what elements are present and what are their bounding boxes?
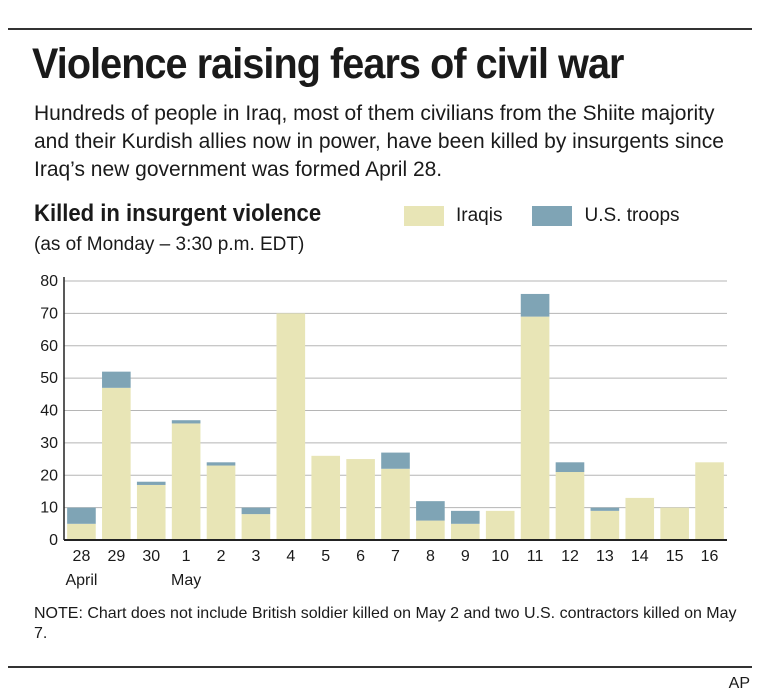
chart-subtitle: (as of Monday – 3:30 p.m. EDT) [34,234,305,255]
bar-us-troops [555,462,585,473]
x-tick-label: 7 [391,548,400,565]
legend-swatch-iraqis [404,206,444,226]
y-tick-label: 0 [49,532,58,549]
x-tick-label: 4 [286,548,295,565]
bar-iraqis [485,510,515,540]
source-credit: AP [728,675,750,692]
x-tick-label: 2 [217,548,226,565]
x-month-label: May [171,572,201,589]
bar-iraqis [590,510,620,540]
bar-us-troops [67,507,96,524]
headline: Violence raising fears of civil war [32,40,624,88]
y-tick-label: 50 [40,370,58,387]
bar-us-troops [136,481,166,485]
y-tick-label: 70 [40,305,58,322]
x-tick-label: 13 [596,548,614,565]
legend-item-iraqis: Iraqis [404,205,502,227]
chart-title: Killed in insurgent violence [34,200,322,227]
bar-iraqis [625,497,655,540]
bar-iraqis [416,520,445,540]
bar-us-troops [206,462,236,466]
x-tick-label: 10 [491,548,509,565]
x-tick-label: 6 [356,548,365,565]
chart-note: NOTE: Chart does not include British sol… [34,605,737,642]
x-tick-label: 15 [666,548,684,565]
bar-iraqis [171,423,201,540]
y-tick-label: 20 [40,467,58,484]
bar-us-troops [102,371,131,388]
x-tick-label: 9 [461,548,470,565]
bar-us-troops [520,293,550,317]
subheadline: Hundreds of people in Iraq, most of them… [34,102,724,181]
x-tick-label: 14 [631,548,649,565]
bar-iraqis [67,523,96,540]
chart-legend: Iraqis U.S. troops [404,205,710,227]
x-tick-label: 8 [426,548,435,565]
bar-iraqis [346,459,375,540]
bar-iraqis [311,455,341,540]
y-tick-label: 60 [40,338,58,355]
bar-iraqis [241,514,271,540]
bar-iraqis [660,507,689,540]
x-tick-label: 11 [527,548,544,565]
x-tick-label: 30 [142,548,160,565]
y-tick-label: 10 [40,500,58,517]
top-rule [8,28,752,30]
bar-us-troops [416,501,445,521]
x-tick-label: 12 [561,548,579,565]
x-tick-label: 5 [321,548,330,565]
bar-us-troops [450,510,480,524]
legend-item-us-troops: U.S. troops [532,205,680,227]
bar-us-troops [381,452,410,469]
bar-us-troops [241,507,271,515]
bar-iraqis [136,484,166,540]
x-tick-label: 29 [107,548,125,565]
x-tick-label: 28 [73,548,91,565]
x-tick-label: 16 [701,548,719,565]
x-tick-label: 1 [182,548,191,565]
bar-us-troops [590,507,620,511]
bar-iraqis [381,468,410,540]
legend-label-iraqis: Iraqis [456,205,503,226]
y-tick-label: 30 [40,435,58,452]
x-tick-label: 3 [251,548,260,565]
bar-iraqis [206,465,236,540]
bar-iraqis [555,472,585,540]
legend-swatch-us-troops [532,206,573,226]
x-month-label: April [65,572,97,589]
bar-iraqis [450,523,480,540]
legend-label-us-troops: U.S. troops [584,205,680,226]
bar-iraqis [276,313,306,540]
bar-iraqis [695,462,724,540]
y-tick-label: 40 [40,403,58,420]
bar-iraqis [520,316,550,540]
y-tick-label: 80 [40,273,58,290]
bar-iraqis [102,387,131,540]
bottom-rule [8,666,752,668]
bar-us-troops [171,420,201,424]
